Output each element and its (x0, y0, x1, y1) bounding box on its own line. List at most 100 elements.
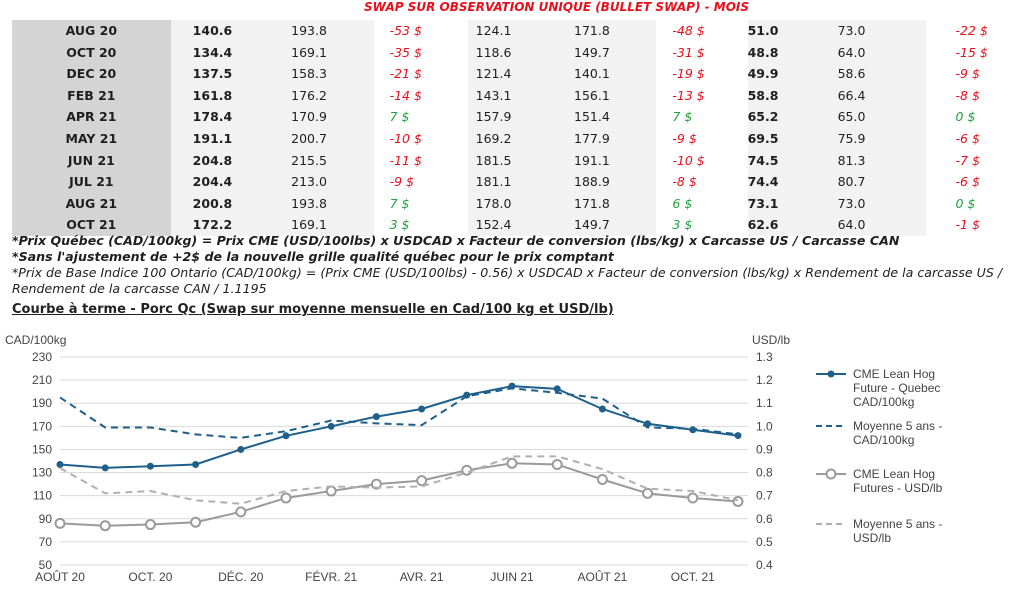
on-avg-cell: 156.1 (560, 84, 657, 107)
chart-svg: 230 210 190 170 150 130 110 90 70 50 1.3 1.2 1.1 1.0 0… (5, 333, 943, 584)
usd-avg-cell: 80.7 (837, 171, 926, 193)
x-tick-label: DÉC. 20 (218, 569, 264, 584)
on-diff-cell: -10 $ (656, 149, 748, 172)
usd-diff-cell: -9 $ (925, 63, 1024, 85)
on-avg-cell: 188.9 (560, 171, 657, 193)
series-point (596, 473, 608, 485)
qc-avg-cell: 213.0 (277, 171, 374, 193)
usd-avg-cell: 64.0 (837, 214, 926, 236)
series-point (237, 445, 245, 453)
qc-avg-cell: 169.1 (277, 214, 374, 236)
y2-tick-label: 1.1 (756, 396, 773, 410)
y2-tick-label: 1.3 (756, 350, 773, 364)
qc-avg-cell: 158.3 (277, 63, 374, 85)
series-point (734, 432, 742, 440)
note-prix-ontario: *Prix de Base Indice 100 Ontario (CAD/10… (12, 265, 1003, 296)
legend-label: Moyenne 5 ans - (853, 517, 942, 531)
on-avg-cell: 149.7 (560, 214, 657, 236)
legend-marker (825, 468, 837, 480)
usd-avg-cell: 64.0 (837, 41, 926, 64)
x-tick-label: AOÛT 20 (35, 569, 85, 584)
y-tick-label: 190 (32, 396, 52, 410)
series-point (732, 495, 744, 507)
usd-price-cell: 74.5 (747, 149, 838, 172)
x-tick-label: OCT. 20 (128, 570, 172, 584)
on-avg-cell: 140.1 (560, 63, 657, 85)
note-prix-quebec: *Prix Québec (CAD/100kg) = Prix CME (USD… (12, 233, 900, 248)
usd-diff-cell: -15 $ (925, 41, 1024, 64)
on-price-cell: 181.1 (467, 171, 560, 193)
y-tick-label: 170 (32, 419, 52, 433)
series-point (327, 422, 335, 430)
series-point (235, 506, 247, 518)
y-tick-label: 130 (32, 466, 52, 480)
series-point (144, 519, 156, 531)
usd-avg-cell: 58.6 (837, 63, 926, 85)
y2-tick-label: 1.2 (756, 373, 773, 387)
month-cell: JUN 21 (12, 149, 171, 172)
y2-tick-label: 0.7 (756, 489, 773, 503)
qc-diff-cell: -35 $ (373, 41, 468, 64)
qc-diff-cell: -53 $ (373, 20, 468, 42)
y2-tick-label: 1.0 (756, 419, 773, 433)
qc-price-cell: 134.4 (170, 41, 278, 64)
series-line (59, 462, 739, 527)
swap-row: JUN 21 204.8 215.5 -11 $181.5 191.1 -10 $74.5… (12, 149, 1024, 172)
series-point (506, 457, 518, 469)
month-cell: DEC 20 (12, 63, 171, 85)
legend-label: Future - Quebec (853, 381, 940, 395)
legend-label: USD/lb (853, 531, 891, 545)
series-point (642, 487, 654, 499)
qc-diff-cell: 3 $ (373, 214, 468, 236)
series-line (59, 385, 739, 469)
on-diff-cell: -9 $ (656, 127, 748, 150)
swap-row: DEC 20 137.5 158.3 -21 $121.4 140.1 -19 $49.9… (12, 63, 1024, 85)
usd-diff-cell: -22 $ (925, 20, 1024, 42)
qc-avg-cell: 176.2 (277, 84, 374, 107)
usd-avg-cell: 65.0 (837, 106, 926, 128)
note-ajustement: *Sans l'ajustement de +2$ de la nouvelle… (12, 249, 614, 264)
swap-row: AUG 20 140.6 193.8 -53 $124.1 171.8 -48 $51.0… (12, 20, 1024, 42)
usd-price-cell: 51.0 (747, 20, 838, 42)
series-point (372, 413, 380, 421)
usd-price-cell: 73.1 (747, 192, 838, 215)
y2-tick-label: 0.8 (756, 466, 773, 480)
on-diff-cell: -13 $ (656, 84, 748, 107)
y2-tick-label: 0.6 (756, 512, 773, 526)
on-price-cell: 118.6 (467, 41, 560, 64)
qc-diff-cell: 7 $ (373, 192, 468, 215)
qc-avg-cell: 169.1 (277, 41, 374, 64)
month-cell: AUG 20 (12, 20, 171, 42)
x-tick-label: AOÛT 21 (577, 569, 627, 584)
on-price-cell: 181.5 (467, 149, 560, 172)
qc-price-cell: 140.6 (170, 20, 278, 42)
usd-price-cell: 62.6 (747, 214, 838, 236)
qc-diff-cell: -9 $ (373, 171, 468, 193)
month-cell: APR 21 (12, 106, 171, 128)
series-point (56, 460, 64, 468)
swap-row: MAY 21 191.1 200.7 -10 $169.2 177.9 -9 $69.5 7… (12, 127, 1024, 150)
on-avg-cell: 171.8 (560, 20, 657, 42)
on-price-cell: 124.1 (467, 20, 560, 42)
swap-row: OCT 20 134.4 169.1 -35 $118.6 149.7 -31 $48.8… (12, 41, 1024, 64)
series-point (192, 460, 200, 468)
y2-axis-label: USD/lb (752, 333, 790, 347)
qc-diff-cell: -21 $ (373, 63, 468, 85)
usd-avg-cell: 73.0 (837, 192, 926, 215)
qc-avg-cell: 200.7 (277, 127, 374, 150)
on-price-cell: 169.2 (467, 127, 560, 150)
swap-row: FEB 21 161.8 176.2 -14 $143.1 156.1 -13 $58.8… (12, 84, 1024, 107)
legend-label: CAD/100kg (853, 433, 914, 447)
swap-row: AUG 21 200.8 193.8 7 $178.0 171.8 6 $73.1 73.0… (12, 192, 1024, 215)
y-tick-label: 110 (33, 489, 52, 503)
formula-notes: *Prix Québec (CAD/100kg) = Prix CME (USD… (12, 233, 1022, 297)
usd-diff-cell: -1 $ (925, 214, 1024, 236)
qc-diff-cell: -10 $ (373, 127, 468, 150)
on-price-cell: 152.4 (467, 214, 560, 236)
series-point (553, 385, 561, 393)
on-avg-cell: 177.9 (560, 127, 657, 150)
qc-price-cell: 204.8 (170, 149, 278, 172)
y2-tick-label: 0.4 (756, 558, 773, 572)
on-diff-cell: 3 $ (656, 214, 748, 236)
usd-price-cell: 69.5 (747, 127, 838, 150)
